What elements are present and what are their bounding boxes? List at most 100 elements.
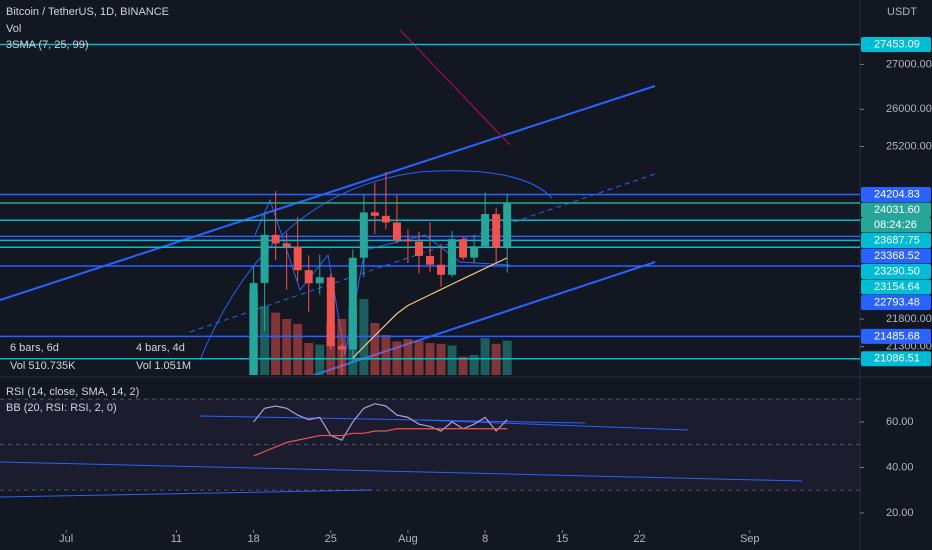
indicator-label: 3SMA (7, 25, 99) (6, 39, 89, 51)
y-tick-label: 60.00 (886, 416, 914, 428)
rsi-trend (0, 489, 373, 498)
volume-bar (458, 356, 468, 375)
price-badge-label: 24204.83 (874, 188, 920, 200)
candle-body (414, 241, 423, 256)
price-badge (861, 263, 931, 279)
candle-body (326, 277, 335, 347)
rsi-band (0, 399, 860, 490)
volume-bar (271, 312, 281, 375)
x-tick-label: Jul (59, 533, 73, 545)
candle-body (481, 214, 490, 247)
x-tick-label: 18 (247, 533, 259, 545)
candle-body (370, 212, 379, 216)
volume-bar (293, 323, 303, 375)
currency: USDT (887, 6, 917, 18)
candle-body (304, 270, 313, 284)
candle-body (437, 264, 446, 275)
candle-body (392, 222, 401, 241)
annotation: 4 bars, 4d (136, 342, 185, 354)
candle-body (448, 239, 457, 275)
candle-body (337, 346, 346, 350)
candle-body (459, 239, 468, 258)
volume-bar (403, 339, 413, 375)
price-badge (861, 37, 931, 53)
price-badge (861, 186, 931, 202)
candle-body (359, 212, 368, 258)
ma99 (399, 29, 511, 146)
x-tick-label: 25 (325, 533, 337, 545)
rsi-trend (199, 415, 586, 424)
price-badge (861, 248, 931, 264)
candle-body (249, 283, 258, 375)
x-tick-label: 11 (171, 533, 182, 545)
volume-bar (315, 344, 325, 375)
price-badge-label: 21086.51 (874, 353, 920, 365)
price-badge-label: 23290.50 (874, 265, 920, 277)
price-badge-label: 22793.48 (874, 296, 920, 308)
y-tick-label: 20.00 (886, 507, 914, 519)
y-tick-label: 26000.00 (886, 103, 932, 115)
volume-bar (260, 306, 270, 375)
y-tick-label: 21800.00 (886, 313, 932, 325)
volume-bar (370, 323, 380, 375)
volume-bar (414, 340, 424, 375)
chart-title: Bitcoin / TetherUS, 1D, BINANCE (6, 6, 169, 18)
candle-body (282, 243, 291, 247)
arc (199, 170, 553, 361)
volume-bar (480, 338, 490, 375)
volume-bar (469, 355, 479, 375)
rsi-line (253, 428, 508, 457)
price-badge-label: 23154.64 (874, 281, 920, 293)
price-badge (861, 351, 931, 367)
rsi-trend (419, 419, 689, 431)
price-badge-label: 23368.52 (874, 250, 920, 262)
candle-body (271, 234, 280, 244)
volume-bar (447, 345, 457, 375)
rsi-pane (0, 398, 860, 498)
candle-body (503, 203, 512, 248)
price-badge-label: 23687.75 (874, 234, 920, 246)
y-tick-label: 40.00 (886, 461, 914, 473)
price-badge (861, 232, 931, 248)
countdown-badge (861, 217, 931, 233)
candle-body (315, 277, 324, 284)
x-tick-label: 8 (482, 533, 488, 545)
candle-body (492, 214, 501, 248)
price-badge (861, 328, 931, 344)
price-badge (861, 294, 931, 310)
annotation: Vol 1.051M (136, 360, 191, 372)
x-tick-label: 22 (633, 533, 645, 545)
price-badge (861, 202, 931, 218)
annotation: Vol 510.735K (10, 360, 76, 372)
rsi-title: RSI (14, close, SMA, 14, 2) (6, 386, 139, 398)
candle-body (293, 246, 302, 271)
candle-body (260, 234, 269, 283)
candle-body (470, 246, 479, 258)
price-badge-label: 21485.68 (874, 330, 920, 342)
volume-bar (502, 340, 512, 375)
indicator-label: Vol (6, 23, 21, 35)
channel-upper (0, 85, 656, 301)
rsi-line (253, 403, 508, 441)
candle-body (426, 256, 434, 265)
y-tick-label: 27000.00 (886, 58, 932, 70)
x-tick-label: Sep (740, 533, 760, 545)
price-pane (0, 29, 860, 375)
volume-bar (282, 319, 292, 375)
annotation: 6 bars, 6d (10, 342, 59, 354)
candle-body (348, 257, 357, 350)
x-tick-label: 15 (556, 533, 568, 545)
y-tick-label: 25200.00 (886, 140, 932, 152)
x-tick-label: Aug (398, 533, 418, 545)
candle-body (381, 215, 390, 223)
countdown: 08:24:26 (874, 219, 917, 231)
candle-body (403, 240, 412, 242)
rsi-subtitle: BB (20, RSI: RSI, 2, 0) (6, 402, 117, 414)
moving-average (352, 257, 508, 359)
rsi-trend (0, 461, 803, 482)
price-badge-label: 24031.60 (874, 204, 920, 216)
price-badge (861, 279, 931, 295)
price-badge-label: 27453.09 (874, 38, 920, 50)
